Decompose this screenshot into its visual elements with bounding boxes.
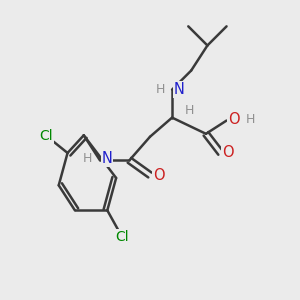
Text: H: H [83,152,93,165]
Text: O: O [153,167,165,182]
Text: H: H [246,112,255,126]
Text: N: N [174,82,184,97]
Text: O: O [228,112,240,127]
Text: Cl: Cl [115,230,129,244]
Text: H: H [155,83,165,96]
Text: O: O [222,146,234,160]
Text: N: N [101,151,112,166]
Text: Cl: Cl [40,129,53,143]
Text: H: H [185,104,194,117]
